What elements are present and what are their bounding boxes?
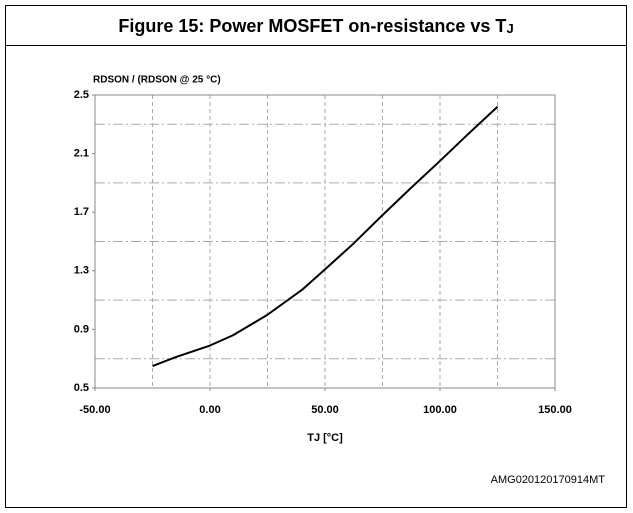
x-tick-label: 50.00 (311, 404, 339, 416)
title-main: Figure 15: Power MOSFET on-resistance vs… (118, 16, 506, 36)
y-tick-label: 2.1 (74, 148, 89, 160)
title-subscript: J (506, 21, 513, 36)
footnote: AMG020120170914MT (491, 474, 606, 486)
series-line (152, 105, 499, 367)
x-tick-label: 100.00 (423, 404, 457, 416)
x-axis-label: TJ [°C] (307, 432, 343, 444)
y-tick-label: 0.5 (74, 382, 89, 394)
y-tick-label: 0.9 (74, 323, 89, 335)
chart-title: Figure 15: Power MOSFET on-resistance vs… (118, 16, 513, 37)
x-tick-label: 0.00 (199, 404, 220, 416)
y-tick-label: 2.5 (74, 89, 89, 101)
x-tick-label: 150.00 (538, 404, 572, 416)
y-tick-label: 1.3 (74, 265, 89, 277)
y-axis-label: RDSON / (RDSON @ 25 °C) (93, 75, 221, 86)
y-tick-label: 1.7 (74, 206, 89, 218)
x-tick-label: -50.00 (79, 404, 110, 416)
frame (5, 5, 627, 508)
